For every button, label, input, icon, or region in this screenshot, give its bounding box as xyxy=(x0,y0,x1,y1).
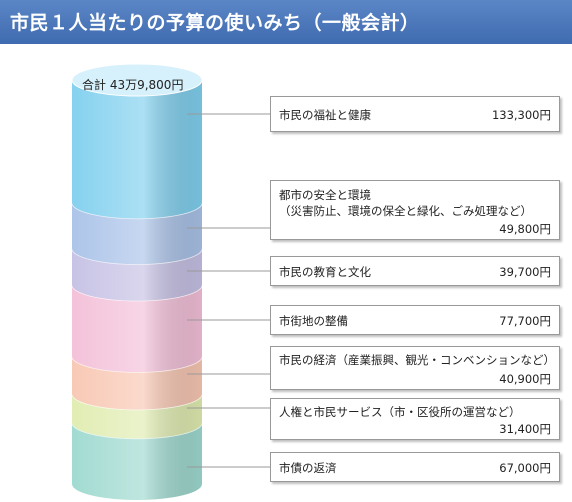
item-value: 77,700円 xyxy=(499,314,551,328)
item-label: 市民の教育と文化 xyxy=(279,265,371,279)
item-box-human-rights: 人権と市民サービス（市・区役所の運営など） 31,400円 xyxy=(270,398,560,440)
item-value: 40,900円 xyxy=(499,372,551,386)
item-value: 31,400円 xyxy=(499,422,551,436)
total-label: 合計 43万9,800円 xyxy=(82,78,184,92)
item-value: 133,300円 xyxy=(491,108,551,122)
cylinder-top-cap xyxy=(71,63,203,97)
item-label: 市民の経済（産業振興、観光・コンベンションなど） xyxy=(279,353,555,367)
item-box-safety: 都市の安全と環境 （災害防止、環境の保全と緑化、ごみ処理など） 49,800円 xyxy=(270,180,560,240)
cylinder-segment-safety xyxy=(71,202,203,265)
item-box-urban: 市街地の整備 77,700円 xyxy=(270,305,560,335)
item-box-economy: 市民の経済（産業振興、観光・コンベンションなど） 40,900円 xyxy=(270,346,560,390)
item-box-welfare: 市民の福祉と健康 133,300円 xyxy=(270,96,560,132)
header-bar: 市民１人当たりの予算の使いみち（一般会計） xyxy=(0,0,572,44)
item-value: 49,800円 xyxy=(499,222,551,236)
item-label: 市債の返済 xyxy=(279,461,337,475)
item-label: 市民の福祉と健康 xyxy=(279,108,371,122)
item-value: 67,000円 xyxy=(499,461,551,475)
item-value: 39,700円 xyxy=(499,265,551,279)
item-label: 人権と市民サービス（市・区役所の運営など） xyxy=(279,405,521,419)
item-box-education: 市民の教育と文化 39,700円 xyxy=(270,256,560,286)
cylinder-segment-urban xyxy=(71,284,203,373)
item-label: 市街地の整備 xyxy=(279,314,348,328)
item-sublabel: （災害防止、環境の保全と緑化、ごみ処理など） xyxy=(279,204,532,218)
page-title: 市民１人当たりの予算の使いみち（一般会計） xyxy=(10,12,420,34)
cylinder-segment-welfare xyxy=(72,80,202,219)
item-box-debt: 市債の返済 67,000円 xyxy=(270,452,560,482)
item-label: 都市の安全と環境 xyxy=(279,188,371,202)
cylinder-segment-debt xyxy=(71,422,203,500)
